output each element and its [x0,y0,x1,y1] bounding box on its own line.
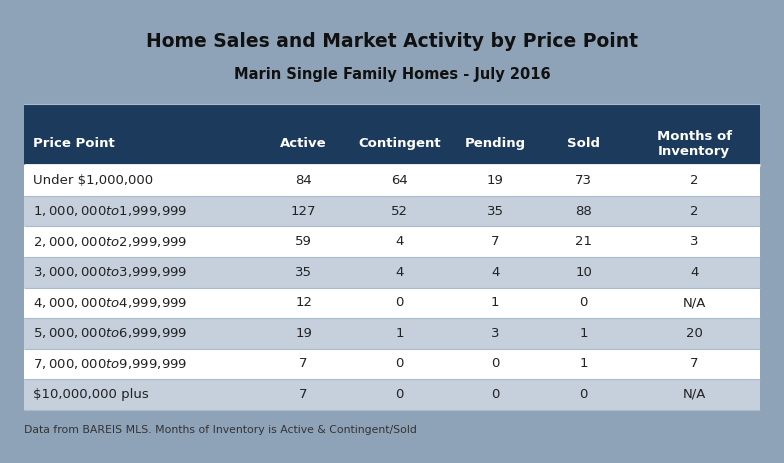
Text: Marin Single Family Homes - July 2016: Marin Single Family Homes - July 2016 [234,67,550,81]
Text: 0: 0 [395,357,404,370]
Text: 1: 1 [579,357,588,370]
Text: 19: 19 [295,327,312,340]
Text: Under $1,000,000: Under $1,000,000 [33,174,153,187]
Text: $3,000,000 to $3,999,999: $3,000,000 to $3,999,999 [33,265,187,279]
Text: 0: 0 [491,388,499,401]
Bar [24,196,760,226]
Text: 35: 35 [487,205,503,218]
Text: 1: 1 [491,296,499,309]
Text: 3: 3 [690,235,699,248]
Text: 4: 4 [690,266,699,279]
Text: 3: 3 [491,327,499,340]
Text: N/A: N/A [682,296,706,309]
Text: 73: 73 [575,174,592,187]
Bar [24,379,760,410]
Bar [24,104,760,165]
Text: 0: 0 [579,296,588,309]
Text: 2: 2 [690,205,699,218]
Text: 21: 21 [575,235,592,248]
Text: 7: 7 [299,357,308,370]
Text: N/A: N/A [682,388,706,401]
Text: 0: 0 [579,388,588,401]
Text: 7: 7 [299,388,308,401]
Text: 88: 88 [575,205,592,218]
Text: $1,000,000 to $1,999,999: $1,000,000 to $1,999,999 [33,204,187,218]
Text: 19: 19 [487,174,503,187]
Bar [24,288,760,318]
Text: 84: 84 [296,174,312,187]
Text: $7,000,000 to $9,999,999: $7,000,000 to $9,999,999 [33,357,187,371]
Text: $10,000,000 plus: $10,000,000 plus [33,388,149,401]
Text: Pending: Pending [465,138,526,150]
Text: 20: 20 [686,327,702,340]
Text: Contingent: Contingent [358,138,441,150]
Text: 7: 7 [690,357,699,370]
Text: Data from BAREIS MLS. Months of Inventory is Active & Contingent/Sold: Data from BAREIS MLS. Months of Inventor… [24,425,416,435]
Text: 64: 64 [391,174,408,187]
Text: 35: 35 [295,266,312,279]
Text: 59: 59 [295,235,312,248]
Text: $2,000,000 to $2,999,999: $2,000,000 to $2,999,999 [33,235,187,249]
Text: 12: 12 [295,296,312,309]
Text: 4: 4 [491,266,499,279]
Text: 1: 1 [395,327,404,340]
Text: 52: 52 [391,205,408,218]
Bar [24,165,760,196]
Text: Active: Active [280,138,327,150]
Text: Price Point: Price Point [33,138,114,150]
Text: Sold: Sold [567,138,600,150]
Bar [24,349,760,379]
Text: $4,000,000 to $4,999,999: $4,000,000 to $4,999,999 [33,296,187,310]
Text: 0: 0 [491,357,499,370]
Text: 0: 0 [395,388,404,401]
Text: 4: 4 [395,266,404,279]
Bar [24,318,760,349]
Text: Months of
Inventory: Months of Inventory [656,130,731,158]
Bar [24,226,760,257]
Text: 7: 7 [491,235,499,248]
Bar [24,257,760,288]
Text: 2: 2 [690,174,699,187]
Text: 1: 1 [579,327,588,340]
Text: $5,000,000 to $6,999,999: $5,000,000 to $6,999,999 [33,326,187,340]
Text: 4: 4 [395,235,404,248]
Text: Home Sales and Market Activity by Price Point: Home Sales and Market Activity by Price … [146,32,638,51]
Text: 127: 127 [291,205,316,218]
Text: 10: 10 [575,266,592,279]
Text: 0: 0 [395,296,404,309]
